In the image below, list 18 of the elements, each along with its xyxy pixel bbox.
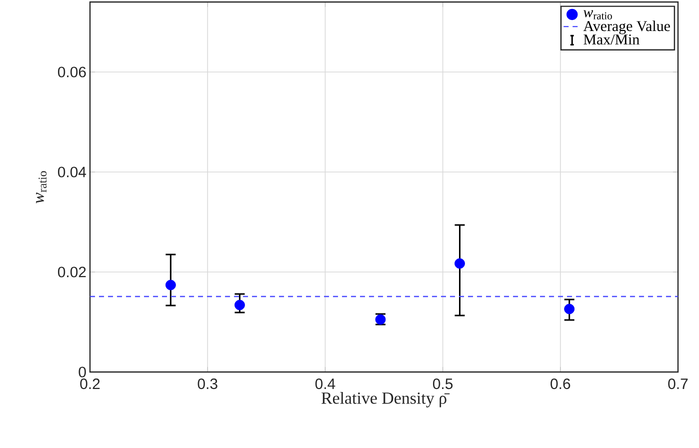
x-tick-label: 0.4	[315, 378, 336, 390]
x-tick-label: 0.3	[198, 378, 218, 390]
point	[454, 258, 465, 269]
point	[165, 280, 176, 290]
y-tick-label: 0.06	[58, 66, 86, 78]
annotation: Max/Min	[584, 34, 640, 45]
y-tick-label: 0	[78, 366, 86, 378]
x-tick-label: 0.7	[668, 378, 688, 390]
y-tick-label: 0.02	[58, 266, 86, 278]
x-tick-label: 0.6	[550, 378, 570, 390]
point	[564, 304, 575, 314]
x-tick-label: 0.2	[80, 378, 100, 390]
y-tick-label: 0.04	[58, 166, 86, 178]
x-tick-label: 0.5	[432, 378, 453, 390]
y-axis-title: w$_{ratio}$	[36, 171, 47, 204]
legend-label: w$_{ratio}$	[584, 10, 612, 20]
x-axis-title: Relative Density ρ̄	[321, 392, 450, 408]
legend-label: Average Value	[583, 20, 670, 34]
